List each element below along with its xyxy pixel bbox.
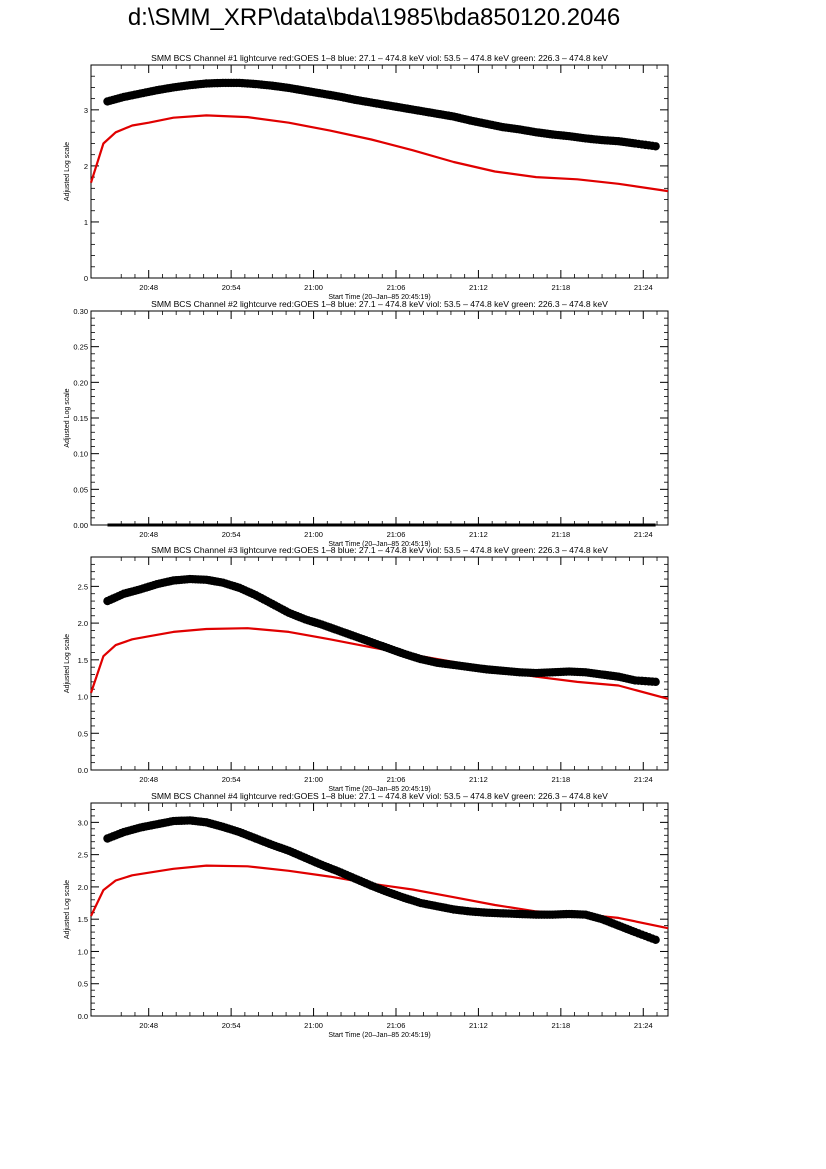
x-tick-label: 21:06: [387, 283, 406, 292]
x-tick-label: 21:00: [304, 283, 323, 292]
x-tick-label: 20:48: [139, 530, 158, 539]
x-tick-label: 21:24: [634, 1021, 653, 1030]
chart-panel-3: SMM BCS Channel #3 lightcurve red:GOES 1…: [64, 545, 669, 793]
y-axis-label: Adjusted Log scale: [64, 388, 71, 447]
x-axis-label: Start Time (20–Jan–85 20:45:19): [328, 294, 430, 301]
x-tick-label: 21:00: [304, 530, 323, 539]
data-point-black: [651, 677, 660, 687]
y-tick-label: 1.0: [78, 947, 88, 956]
x-tick-label: 21:24: [634, 530, 653, 539]
chart-title: SMM BCS Channel #1 lightcurve red:GOES 1…: [151, 53, 608, 63]
x-tick-label: 21:12: [469, 1021, 488, 1030]
x-tick-label: 20:48: [139, 775, 158, 784]
series-line-red: [89, 114, 669, 193]
data-point-black: [651, 935, 660, 945]
y-tick-label: 0.05: [73, 485, 88, 494]
x-tick-label: 21:18: [551, 283, 570, 292]
y-tick-label: 0.5: [78, 729, 88, 738]
x-tick-label: 21:24: [634, 775, 653, 784]
y-tick-label: 2: [84, 162, 88, 171]
y-tick-label: 2.0: [78, 883, 88, 892]
plot-frame: [90, 556, 669, 771]
y-tick-label: 0.10: [73, 450, 88, 459]
x-tick-label: 21:24: [634, 283, 653, 292]
x-tick-label: 21:06: [387, 775, 406, 784]
x-tick-label: 20:54: [222, 1021, 241, 1030]
y-tick-label: 0: [84, 274, 88, 283]
x-tick-label: 21:12: [469, 775, 488, 784]
x-tick-label: 21:12: [469, 530, 488, 539]
y-tick-label: 0.20: [73, 378, 88, 387]
x-tick-label: 21:06: [387, 1021, 406, 1030]
data-point-black: [651, 142, 660, 151]
x-axis-label: Start Time (20–Jan–85 20:45:19): [328, 1032, 430, 1039]
y-tick-label: 0.0: [78, 1012, 88, 1021]
y-tick-label: 3.0: [78, 818, 88, 827]
x-tick-label: 21:18: [551, 1021, 570, 1030]
y-tick-label: 0.25: [73, 343, 88, 352]
chart-title: SMM BCS Channel #3 lightcurve red:GOES 1…: [151, 545, 608, 555]
y-tick-label: 1.5: [78, 656, 88, 665]
x-tick-label: 21:00: [304, 1021, 323, 1030]
x-tick-label: 20:48: [139, 283, 158, 292]
x-tick-label: 20:54: [222, 775, 241, 784]
y-tick-label: 2.0: [78, 619, 88, 628]
x-tick-label: 21:12: [469, 283, 488, 292]
y-tick-label: 2.5: [78, 582, 88, 591]
x-tick-label: 21:06: [387, 530, 406, 539]
chart-panel-4: SMM BCS Channel #4 lightcurve red:GOES 1…: [64, 791, 669, 1039]
chart-title: SMM BCS Channel #4 lightcurve red:GOES 1…: [151, 791, 608, 801]
chart-panel-1: SMM BCS Channel #1 lightcurve red:GOES 1…: [64, 53, 669, 301]
x-tick-label: 20:54: [222, 530, 241, 539]
plot-frame: [90, 310, 669, 526]
y-tick-label: 2.5: [78, 851, 88, 860]
y-tick-label: 1.5: [78, 915, 88, 924]
chart-title: SMM BCS Channel #2 lightcurve red:GOES 1…: [151, 299, 608, 309]
y-tick-label: 0.15: [73, 414, 88, 423]
plot-frame: [90, 64, 669, 279]
x-tick-label: 21:00: [304, 775, 323, 784]
plot-frame: [90, 802, 669, 1017]
series-line-red: [89, 627, 669, 700]
y-axis-label: Adjusted Log scale: [64, 880, 71, 939]
x-tick-label: 21:18: [551, 775, 570, 784]
y-tick-label: 0.5: [78, 980, 88, 989]
y-tick-label: 0.00: [73, 521, 88, 530]
y-tick-label: 1.0: [78, 693, 88, 702]
page-title: d:\SMM_XRP\data\bda\1985\bda850120.2046: [127, 4, 621, 31]
y-tick-label: 3: [84, 106, 88, 115]
y-tick-label: 0.0: [78, 766, 88, 775]
x-axis-label: Start Time (20–Jan–85 20:45:19): [328, 786, 430, 793]
x-tick-label: 20:48: [139, 1021, 158, 1030]
x-axis-label: Start Time (20–Jan–85 20:45:19): [328, 541, 430, 548]
y-axis-label: Adjusted Log scale: [64, 142, 71, 201]
x-tick-label: 20:54: [222, 283, 241, 292]
series-line-red: [90, 864, 669, 930]
y-axis-label: Adjusted Log scale: [64, 634, 71, 693]
chart-panel-2: SMM BCS Channel #2 lightcurve red:GOES 1…: [64, 299, 669, 548]
y-tick-label: 0.30: [73, 307, 88, 316]
x-tick-label: 21:18: [551, 530, 570, 539]
y-tick-label: 1: [84, 218, 88, 227]
